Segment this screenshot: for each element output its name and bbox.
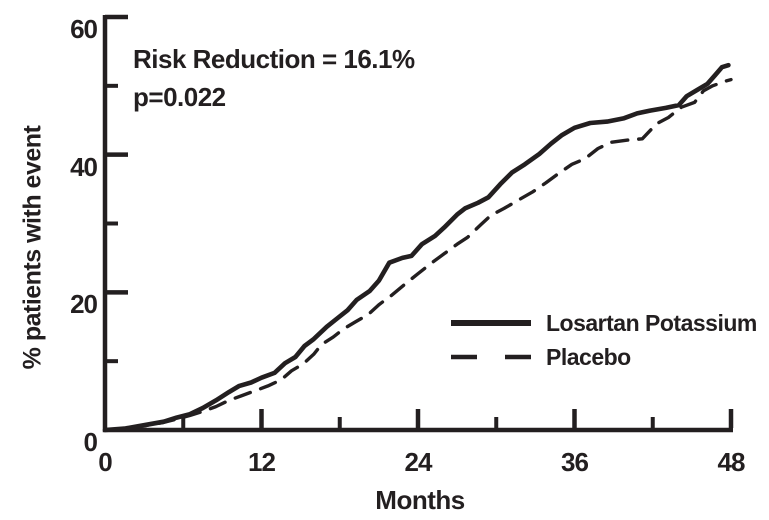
legend: Losartan Potassium Placebo — [450, 306, 757, 374]
x-tick-label: 48 — [717, 447, 746, 477]
x-tick-label: 36 — [561, 447, 589, 477]
legend-label-losartan: Losartan Potassium — [546, 309, 757, 336]
y-tick-label: 20 — [70, 289, 98, 320]
risk-reduction-text: Risk Reduction = 16.1% — [133, 44, 415, 74]
annotation: Risk Reduction = 16.1% p=0.022 — [133, 40, 415, 116]
legend-item-placebo: Placebo — [450, 340, 757, 374]
legend-label-placebo: Placebo — [546, 343, 631, 370]
solid-line-swatch — [451, 320, 531, 326]
y-tick-label: 60 — [70, 14, 98, 44]
losartan-curve — [102, 62, 731, 433]
y-tick-label: 0 — [83, 427, 98, 457]
x-axis-title: Months — [375, 485, 465, 515]
y-tick-label: 40 — [70, 151, 98, 182]
x-tick-label: 0 — [98, 447, 112, 477]
x-tick-label: 24 — [404, 447, 433, 477]
x-tick-label: 12 — [248, 447, 276, 477]
p-value-text: p=0.022 — [133, 82, 226, 112]
y-axis-title: % patients with event — [18, 125, 47, 370]
dashed-line-swatch — [451, 354, 531, 360]
legend-item-losartan: Losartan Potassium — [450, 306, 757, 340]
placebo-curve — [103, 77, 733, 432]
